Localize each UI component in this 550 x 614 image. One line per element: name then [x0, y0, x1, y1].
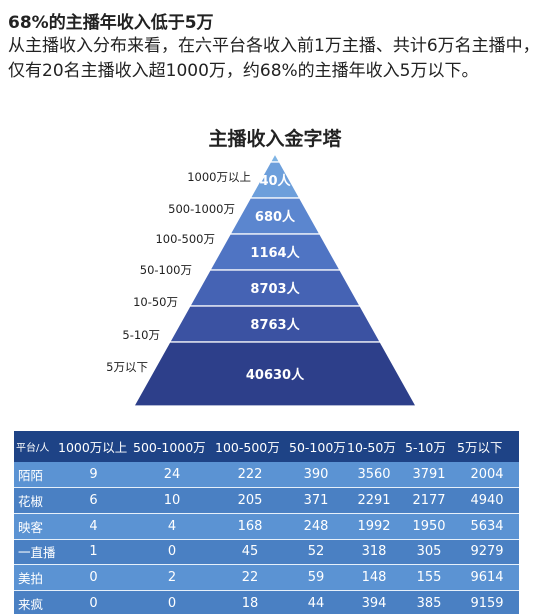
table-cell: 0	[56, 564, 131, 591]
table-cell: 248	[287, 513, 345, 540]
headline: 68%的主播年收入低于5万	[8, 13, 214, 33]
table-cell: 394	[345, 590, 403, 614]
column-header: 5-10万	[403, 431, 455, 462]
table-cell: 2177	[403, 487, 455, 514]
table-cell: 205	[213, 487, 287, 514]
table-header-row: 平台/人 1000万以上 500-1000万 100-500万 50-100万 …	[14, 431, 519, 462]
chart-title: 主播收入金字塔	[208, 128, 342, 150]
category-label: 10-50万	[133, 295, 178, 309]
table-cell: 222	[213, 462, 287, 489]
band-value-label: 40630人	[246, 367, 305, 383]
column-header: 50-100万	[287, 431, 346, 462]
platform-name: 陌陌	[14, 462, 56, 489]
table-cell: 9159	[455, 590, 519, 614]
category-label: 500-1000万	[168, 202, 235, 216]
category-label: 5万以下	[106, 360, 148, 374]
table-row: 花椒 6 10 205 371 2291 2177 4940	[14, 487, 519, 514]
category-label: 50-100万	[140, 263, 192, 277]
table-cell: 305	[403, 539, 455, 566]
column-header: 10-50万	[345, 431, 403, 462]
table-cell: 52	[287, 539, 345, 566]
table-cell: 3560	[345, 462, 403, 489]
table-row: 映客 4 4 168 248 1992 1950 5634	[14, 513, 519, 540]
band-value-label: 1164人	[250, 245, 300, 261]
band-value-label: 40人	[259, 173, 291, 189]
table-row: 陌陌 9 24 222 390 3560 3791 2004	[14, 462, 519, 489]
band-value-label: 8703人	[250, 281, 300, 297]
income-pyramid-chart: 20人40人680人1164人8703人8763人40630人1000万以上50…	[106, 152, 418, 407]
table-cell: 24	[131, 462, 213, 489]
table-row: 美拍 0 2 22 59 148 155 9614	[14, 564, 519, 591]
table-cell: 4	[56, 513, 131, 540]
table-cell: 155	[403, 564, 455, 591]
column-header: 100-500万	[213, 431, 287, 462]
table-corner-label: 平台/人	[14, 431, 56, 462]
table-cell: 59	[287, 564, 345, 591]
table-cell: 22	[213, 564, 287, 591]
band-value-label: 680人	[255, 209, 296, 225]
table-cell: 2004	[455, 462, 519, 489]
table-cell: 0	[56, 590, 131, 614]
band-value-label: 8763人	[250, 317, 300, 333]
platform-name: 花椒	[14, 487, 56, 514]
table-cell: 4	[131, 513, 213, 540]
table-cell: 1	[56, 539, 131, 566]
pyramid-band	[269, 152, 281, 163]
table-cell: 148	[345, 564, 403, 591]
platform-name: 美拍	[14, 564, 56, 591]
pyramid-band	[132, 341, 418, 407]
platform-name: 来疯	[14, 590, 56, 614]
table-cell: 4940	[455, 487, 519, 514]
table-cell: 1992	[345, 513, 403, 540]
table-row: 来疯 0 0 18 44 394 385 9159	[14, 590, 519, 614]
table-cell: 371	[287, 487, 345, 514]
table-cell: 0	[131, 539, 213, 566]
table-cell: 318	[345, 539, 403, 566]
table-cell: 9279	[455, 539, 519, 566]
table-cell: 9	[56, 462, 131, 489]
table-cell: 18	[213, 590, 287, 614]
table-cell: 1950	[403, 513, 455, 540]
category-label: 1000万以上	[187, 170, 251, 184]
category-label: 100-500万	[155, 232, 215, 246]
column-header: 1000万以上	[56, 431, 131, 462]
platform-name: 映客	[14, 513, 56, 540]
column-header: 5万以下	[455, 431, 519, 462]
table-row: 一直播 1 0 45 52 318 305 9279	[14, 539, 519, 566]
table-cell: 10	[131, 487, 213, 514]
table-cell: 6	[56, 487, 131, 514]
table-cell: 5634	[455, 513, 519, 540]
table-cell: 390	[287, 462, 345, 489]
platform-name: 一直播	[14, 539, 56, 566]
column-header: 500-1000万	[131, 431, 213, 462]
table-cell: 9614	[455, 564, 519, 591]
table-cell: 44	[287, 590, 345, 614]
platform-income-table: 平台/人 1000万以上 500-1000万 100-500万 50-100万 …	[14, 431, 519, 614]
intro-paragraph: 从主播收入分布来看，在六平台各收入前1万主播、共计6万名主播中，仅有20名主播收…	[8, 36, 540, 81]
table-cell: 2291	[345, 487, 403, 514]
table-cell: 168	[213, 513, 287, 540]
table-cell: 3791	[403, 462, 455, 489]
table-cell: 385	[403, 590, 455, 614]
table-cell: 0	[131, 590, 213, 614]
table-cell: 2	[131, 564, 213, 591]
category-label: 5-10万	[122, 328, 160, 342]
table-cell: 45	[213, 539, 287, 566]
